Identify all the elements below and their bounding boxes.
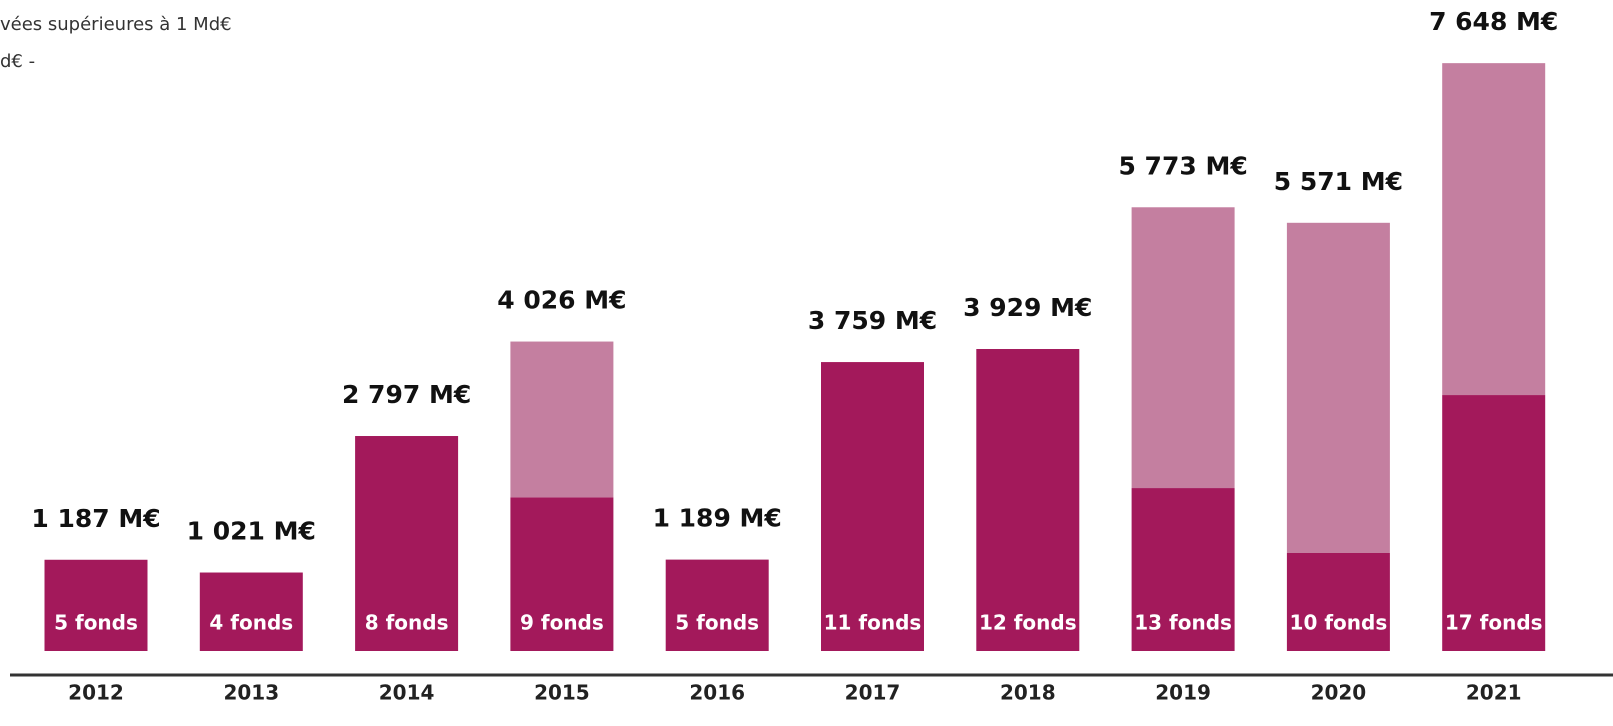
total-label: 5 571 M€ — [1274, 167, 1403, 196]
bar-segment — [510, 497, 614, 651]
fund-label: 10 fonds — [1290, 611, 1388, 635]
bar-segment — [44, 559, 148, 651]
total-label: 1 187 M€ — [31, 504, 160, 533]
x-tick-label: 2016 — [689, 681, 745, 705]
bar-segment — [355, 436, 459, 651]
legend-text: d€ - — [0, 51, 35, 72]
x-tick-label: 2012 — [68, 681, 124, 705]
bar-segment — [1442, 395, 1546, 651]
total-label: 7 648 M€ — [1429, 7, 1558, 36]
fund-label: 5 fonds — [675, 611, 759, 635]
fund-label: 4 fonds — [209, 611, 293, 635]
bar-segment — [1442, 63, 1546, 396]
fund-label: 13 fonds — [1134, 611, 1232, 635]
total-label: 1 189 M€ — [653, 504, 782, 533]
total-label: 2 797 M€ — [342, 380, 471, 409]
bar-segment — [1286, 553, 1390, 651]
x-tick-label: 2020 — [1311, 681, 1367, 705]
bar-segment — [665, 559, 769, 651]
x-tick-label: 2015 — [534, 681, 590, 705]
x-tick-label: 2021 — [1466, 681, 1522, 705]
bar-segment — [1286, 222, 1390, 553]
fund-label: 12 fonds — [979, 611, 1077, 635]
total-label: 3 929 M€ — [963, 293, 1092, 322]
fund-label: 9 fonds — [520, 611, 604, 635]
fund-label: 5 fonds — [54, 611, 138, 635]
total-label: 1 021 M€ — [187, 517, 316, 546]
bar-segment — [510, 341, 614, 498]
bar-segment — [976, 349, 1080, 651]
bar-segment — [1131, 488, 1235, 651]
fund-label: 11 fonds — [824, 611, 922, 635]
fund-label: 8 fonds — [365, 611, 449, 635]
total-label: 5 773 M€ — [1118, 151, 1247, 180]
bar-segment — [821, 362, 924, 651]
x-tick-label: 2014 — [379, 681, 435, 705]
fund-label: 17 fonds — [1445, 611, 1543, 635]
total-label: 4 026 M€ — [497, 286, 626, 315]
bar-segment — [1131, 207, 1235, 489]
legend-text: vées supérieures à 1 Md€ — [0, 14, 232, 35]
x-tick-label: 2017 — [845, 681, 901, 705]
total-label: 3 759 M€ — [808, 306, 937, 335]
x-tick-label: 2013 — [223, 681, 279, 705]
bar-segment — [199, 572, 303, 651]
x-tick-label: 2018 — [1000, 681, 1056, 705]
x-tick-label: 2019 — [1155, 681, 1211, 705]
